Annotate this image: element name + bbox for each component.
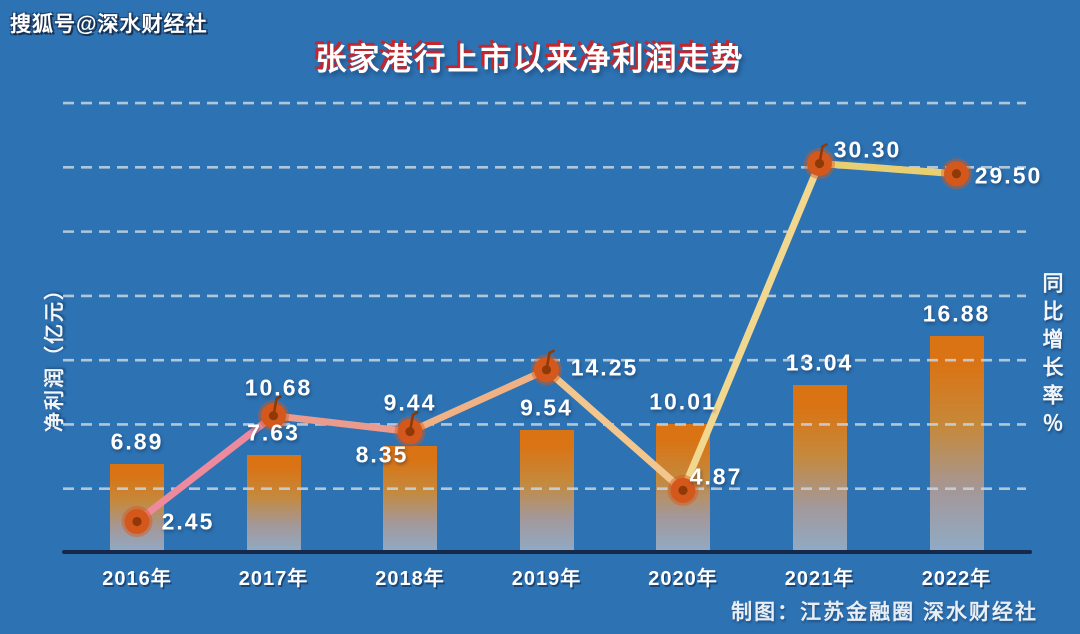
bar-2019年: [519, 430, 574, 553]
growth-line-segment-0: [133, 412, 277, 526]
bar-2021年: [792, 385, 847, 553]
bar-2017年: [246, 454, 301, 553]
y-axis-title-right: 同比增长率％: [1040, 272, 1063, 440]
growth-line-segment-3: [543, 366, 687, 494]
marker-stem-icon: [818, 143, 828, 165]
bar-2022年: [929, 336, 984, 553]
chart-title: 张家港行上市以来净利润走势: [315, 42, 745, 77]
growth-line-segment-2: [406, 366, 550, 436]
marker-core-dot: [541, 365, 552, 375]
marker-core-dot: [405, 427, 415, 437]
growth-line-segment-1: [270, 412, 414, 436]
credit-text: 江苏金融圈 深水财经社: [800, 601, 1038, 624]
credit-prefix: 制图：: [731, 601, 801, 624]
marker-core-dot: [951, 169, 962, 179]
marker-core-dot: [814, 158, 825, 169]
credit-line: 制图：江苏金融圈 深水财经社: [731, 596, 1038, 626]
marker-stem-icon: [272, 395, 282, 418]
marker-core-dot: [132, 516, 142, 527]
marker-core-dot: [268, 411, 279, 421]
x-axis-line: [62, 550, 1032, 554]
growth-line-segment-4: [679, 159, 823, 494]
growth-line-segment-5: [816, 159, 960, 178]
marker-stem-icon: [545, 349, 555, 372]
marker-core-dot: [678, 485, 688, 495]
bar-2018年: [383, 445, 437, 553]
sohu-watermark: 搜狐号@深水财经社: [10, 13, 208, 36]
marker-stem-icon: [408, 411, 419, 433]
